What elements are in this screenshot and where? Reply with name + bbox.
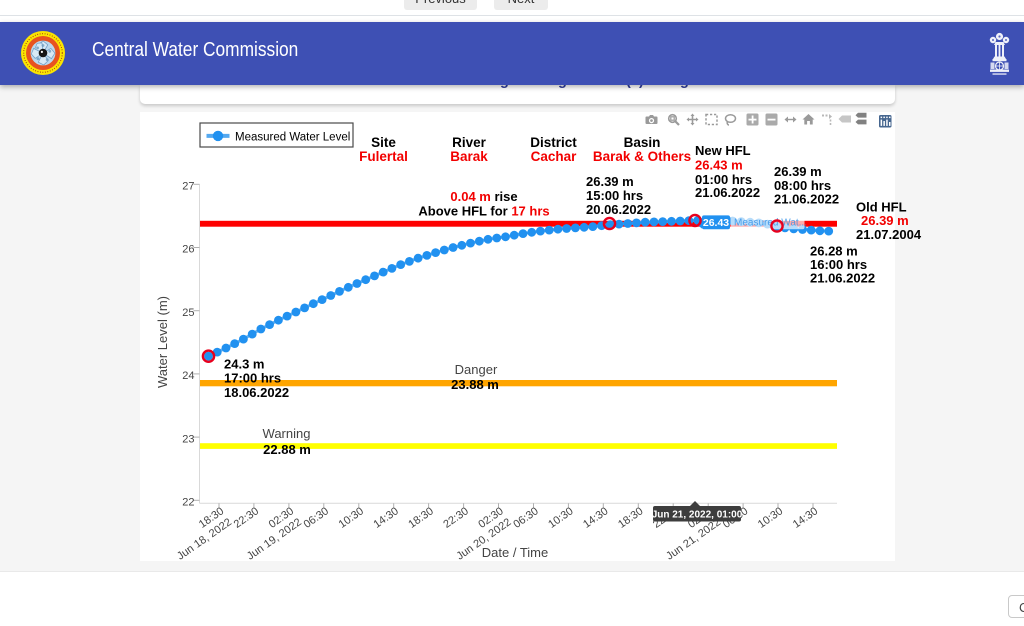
svg-text:Date / Time: Date / Time [482,545,548,560]
svg-text:Fulertal: Fulertal [359,149,408,164]
svg-text:Jun 21, 2022, 01:00: Jun 21, 2022, 01:00 [652,510,743,521]
svg-text:26.39 m: 26.39 m [586,174,634,189]
svg-text:Measured Water Level: Measured Water Level [235,131,350,143]
svg-text:District: District [530,135,577,150]
svg-text:New HFL: New HFL [695,143,751,158]
svg-text:Barak: Barak [450,149,488,164]
svg-text:23: 23 [182,433,194,445]
svg-text:16:00 hrs: 16:00 hrs [810,257,867,272]
svg-text:Measured Wat...: Measured Wat... [734,218,807,229]
svg-text:01:00 hrs: 01:00 hrs [695,172,752,187]
svg-text:21.06.2022: 21.06.2022 [695,185,760,200]
svg-text:26: 26 [182,244,194,256]
svg-text:27: 27 [182,181,194,193]
svg-text:18.06.2022: 18.06.2022 [224,385,289,400]
svg-text:20.06.2022: 20.06.2022 [586,202,651,217]
svg-text:08:00 hrs: 08:00 hrs [774,178,831,193]
svg-text:25: 25 [182,307,194,319]
svg-text:Basin: Basin [624,135,661,150]
svg-text:24.3 m: 24.3 m [224,357,264,372]
svg-text:Old HFL: Old HFL [856,200,907,215]
svg-text:Danger: Danger [455,362,498,377]
svg-text:0.04 m rise: 0.04 m rise [450,189,517,204]
svg-text:26.43 m: 26.43 m [695,158,743,173]
svg-text:21.06.2022: 21.06.2022 [774,192,839,207]
svg-text:21.06.2022: 21.06.2022 [810,271,875,286]
svg-text:Warning: Warning [263,426,311,441]
svg-text:River: River [452,135,487,150]
svg-text:26.39 m: 26.39 m [774,164,822,179]
svg-text:Barak & Others: Barak & Others [593,149,691,164]
svg-text:22.88 m: 22.88 m [263,442,311,457]
svg-text:Water Level (m): Water Level (m) [155,296,170,388]
svg-text:Above HFL for 17 hrs: Above HFL for 17 hrs [418,203,549,218]
svg-text:26.43: 26.43 [703,217,729,229]
svg-text:22: 22 [182,497,194,509]
svg-text:15:00 hrs: 15:00 hrs [586,188,643,203]
svg-text:21.07.2004: 21.07.2004 [856,227,922,242]
svg-text:26.39 m: 26.39 m [861,213,909,228]
svg-text:17:00 hrs: 17:00 hrs [224,371,281,386]
svg-text:24: 24 [182,370,194,382]
svg-text:23.88 m: 23.88 m [451,377,499,392]
svg-text:Site: Site [371,135,396,150]
svg-text:26.28 m: 26.28 m [810,243,858,258]
svg-text:Cachar: Cachar [531,149,578,164]
